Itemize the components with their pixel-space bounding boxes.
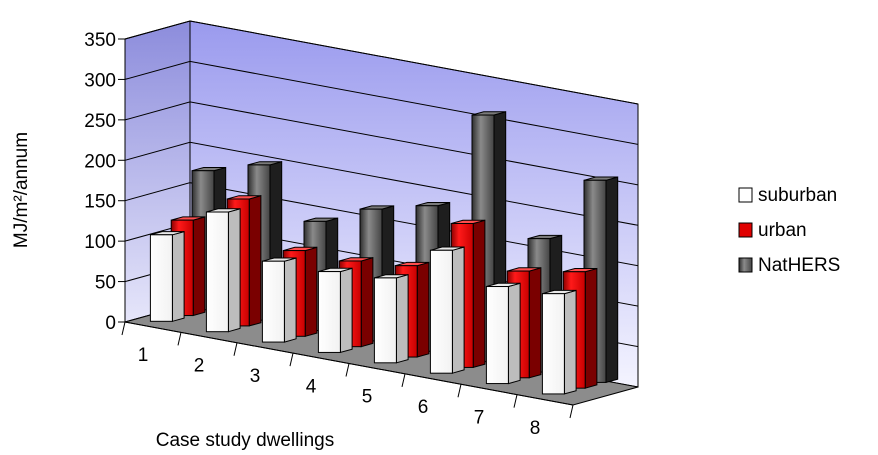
- y-tick-label: 300: [84, 70, 116, 91]
- x-axis-title: Case study dwellings: [156, 430, 334, 451]
- bar-front: [541, 293, 565, 395]
- bar-side: [605, 176, 619, 384]
- bar-front: [149, 234, 173, 322]
- legend-label-nathers: NatHERS: [758, 255, 840, 276]
- bar-side: [192, 216, 206, 317]
- bar-side: [304, 246, 318, 337]
- y-tick-label: 350: [84, 30, 116, 51]
- y-tick-label: 50: [95, 273, 116, 294]
- x-tick-mark: [121, 321, 126, 336]
- bar-side: [360, 257, 374, 348]
- bar-front: [429, 249, 453, 374]
- bar-front: [261, 260, 285, 343]
- legend-label-suburban: suburban: [758, 185, 837, 206]
- x-tick-mark: [345, 363, 350, 377]
- gridline: [124, 20, 639, 105]
- y-tick-label: 0: [105, 313, 116, 334]
- y-tick-label: 100: [84, 232, 116, 253]
- bars: [149, 111, 619, 395]
- bar-side: [563, 289, 577, 395]
- legend: suburban urban NatHERS: [738, 185, 840, 276]
- y-axis: 0 50 100 150 200 250 300 350: [84, 30, 125, 334]
- bar-front: [373, 277, 397, 364]
- bar-side: [395, 274, 409, 364]
- x-axis: 1 2 3 4 5 6 7 8: [121, 321, 574, 439]
- bar-side: [416, 261, 430, 358]
- bar-front: [317, 271, 341, 353]
- bar-side: [507, 282, 521, 385]
- x-tick-mark: [401, 373, 406, 387]
- x-tick-label: 7: [474, 407, 485, 428]
- bar-side: [227, 208, 241, 333]
- y-tick-label: 200: [84, 151, 116, 172]
- x-tick-label: 2: [194, 356, 205, 377]
- x-tick-label: 8: [530, 418, 541, 439]
- legend-swatch-urban: [738, 222, 753, 238]
- x-tick-label: 5: [362, 387, 373, 408]
- x-tick-label: 6: [418, 397, 429, 418]
- x-tick-label: 3: [250, 366, 261, 387]
- x-tick-mark: [177, 332, 182, 346]
- bar-suburban-1: [149, 230, 185, 322]
- x-tick-mark: [233, 342, 238, 356]
- bar-suburban-3: [261, 257, 297, 343]
- legend-label-urban: urban: [758, 220, 807, 241]
- bar-side: [339, 267, 353, 354]
- bar-side: [248, 195, 262, 327]
- bar-suburban-4: [317, 267, 353, 354]
- bar-side: [171, 230, 185, 322]
- bar-side: [283, 257, 297, 343]
- bar-suburban-6: [429, 246, 465, 374]
- legend-swatch-nathers: [738, 257, 753, 273]
- x-tick-mark: [457, 384, 462, 398]
- bar-side: [472, 219, 486, 369]
- x-tick-mark: [569, 404, 574, 419]
- x-tick-label: 1: [138, 345, 149, 366]
- bar-suburban-8: [541, 289, 577, 395]
- x-tick-label: 4: [306, 376, 317, 397]
- bar-side: [451, 246, 465, 374]
- bar-front: [485, 286, 509, 385]
- bar-side: [584, 267, 598, 389]
- bar-suburban-5: [373, 274, 409, 364]
- y-tick-label: 150: [84, 192, 116, 213]
- bar-front: [205, 211, 229, 333]
- legend-swatch-suburban: [738, 187, 753, 203]
- x-tick-mark: [513, 394, 518, 408]
- bar-side: [528, 267, 542, 379]
- bar-suburban-7: [485, 282, 521, 385]
- bar-suburban-2: [205, 208, 241, 333]
- y-tick-label: 250: [84, 111, 116, 132]
- y-axis-title: MJ/m²/annum: [11, 132, 32, 248]
- x-tick-mark: [289, 353, 294, 367]
